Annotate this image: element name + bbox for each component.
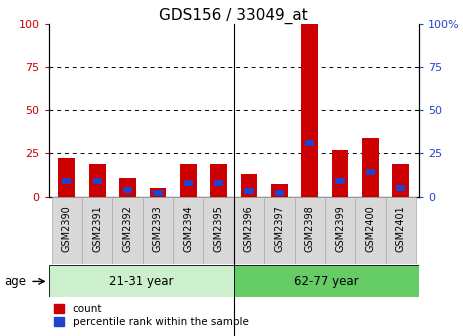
Bar	[386, 197, 416, 264]
Bar	[89, 164, 106, 197]
Bar	[180, 164, 197, 197]
Text: GSM2395: GSM2395	[213, 205, 224, 252]
Bar	[119, 177, 136, 197]
Bar	[264, 197, 294, 264]
Text: GSM2392: GSM2392	[123, 205, 132, 252]
Bar	[396, 185, 406, 191]
Bar	[150, 188, 166, 197]
Legend: count, percentile rank within the sample: count, percentile rank within the sample	[54, 304, 249, 327]
Bar	[93, 178, 102, 184]
Text: 62-77 year: 62-77 year	[294, 275, 359, 288]
Bar	[82, 197, 113, 264]
Text: GSM2401: GSM2401	[396, 205, 406, 252]
Bar	[241, 174, 257, 197]
Bar	[123, 186, 132, 193]
Text: GSM2391: GSM2391	[92, 205, 102, 252]
Title: GDS156 / 33049_at: GDS156 / 33049_at	[159, 7, 308, 24]
Bar	[153, 190, 163, 196]
Bar	[271, 184, 288, 197]
Bar	[275, 190, 284, 196]
Bar	[301, 24, 318, 197]
Text: GSM2393: GSM2393	[153, 205, 163, 252]
Bar	[362, 138, 379, 197]
Bar	[366, 169, 375, 175]
Bar	[244, 188, 254, 195]
Bar	[393, 164, 409, 197]
Text: GSM2390: GSM2390	[62, 205, 72, 252]
Bar	[332, 150, 349, 197]
Bar	[143, 197, 173, 264]
Bar	[52, 197, 82, 264]
Bar	[214, 180, 223, 186]
Bar	[203, 197, 234, 264]
Bar	[355, 197, 386, 264]
Bar	[210, 164, 227, 197]
Bar	[58, 159, 75, 197]
Bar	[294, 197, 325, 264]
Bar	[113, 197, 143, 264]
Bar	[49, 265, 234, 297]
Text: GSM2400: GSM2400	[365, 205, 375, 252]
Bar	[336, 178, 344, 184]
Bar	[234, 265, 419, 297]
Bar	[62, 178, 71, 184]
Bar	[234, 197, 264, 264]
Text: age: age	[5, 275, 27, 288]
Text: 21-31 year: 21-31 year	[109, 275, 174, 288]
Bar	[173, 197, 203, 264]
Text: GSM2397: GSM2397	[275, 205, 284, 252]
Text: GSM2396: GSM2396	[244, 205, 254, 252]
Bar	[325, 197, 355, 264]
Text: GSM2398: GSM2398	[305, 205, 315, 252]
Text: GSM2394: GSM2394	[183, 205, 193, 252]
Bar	[184, 180, 193, 186]
Text: GSM2399: GSM2399	[335, 205, 345, 252]
Bar	[305, 140, 314, 146]
